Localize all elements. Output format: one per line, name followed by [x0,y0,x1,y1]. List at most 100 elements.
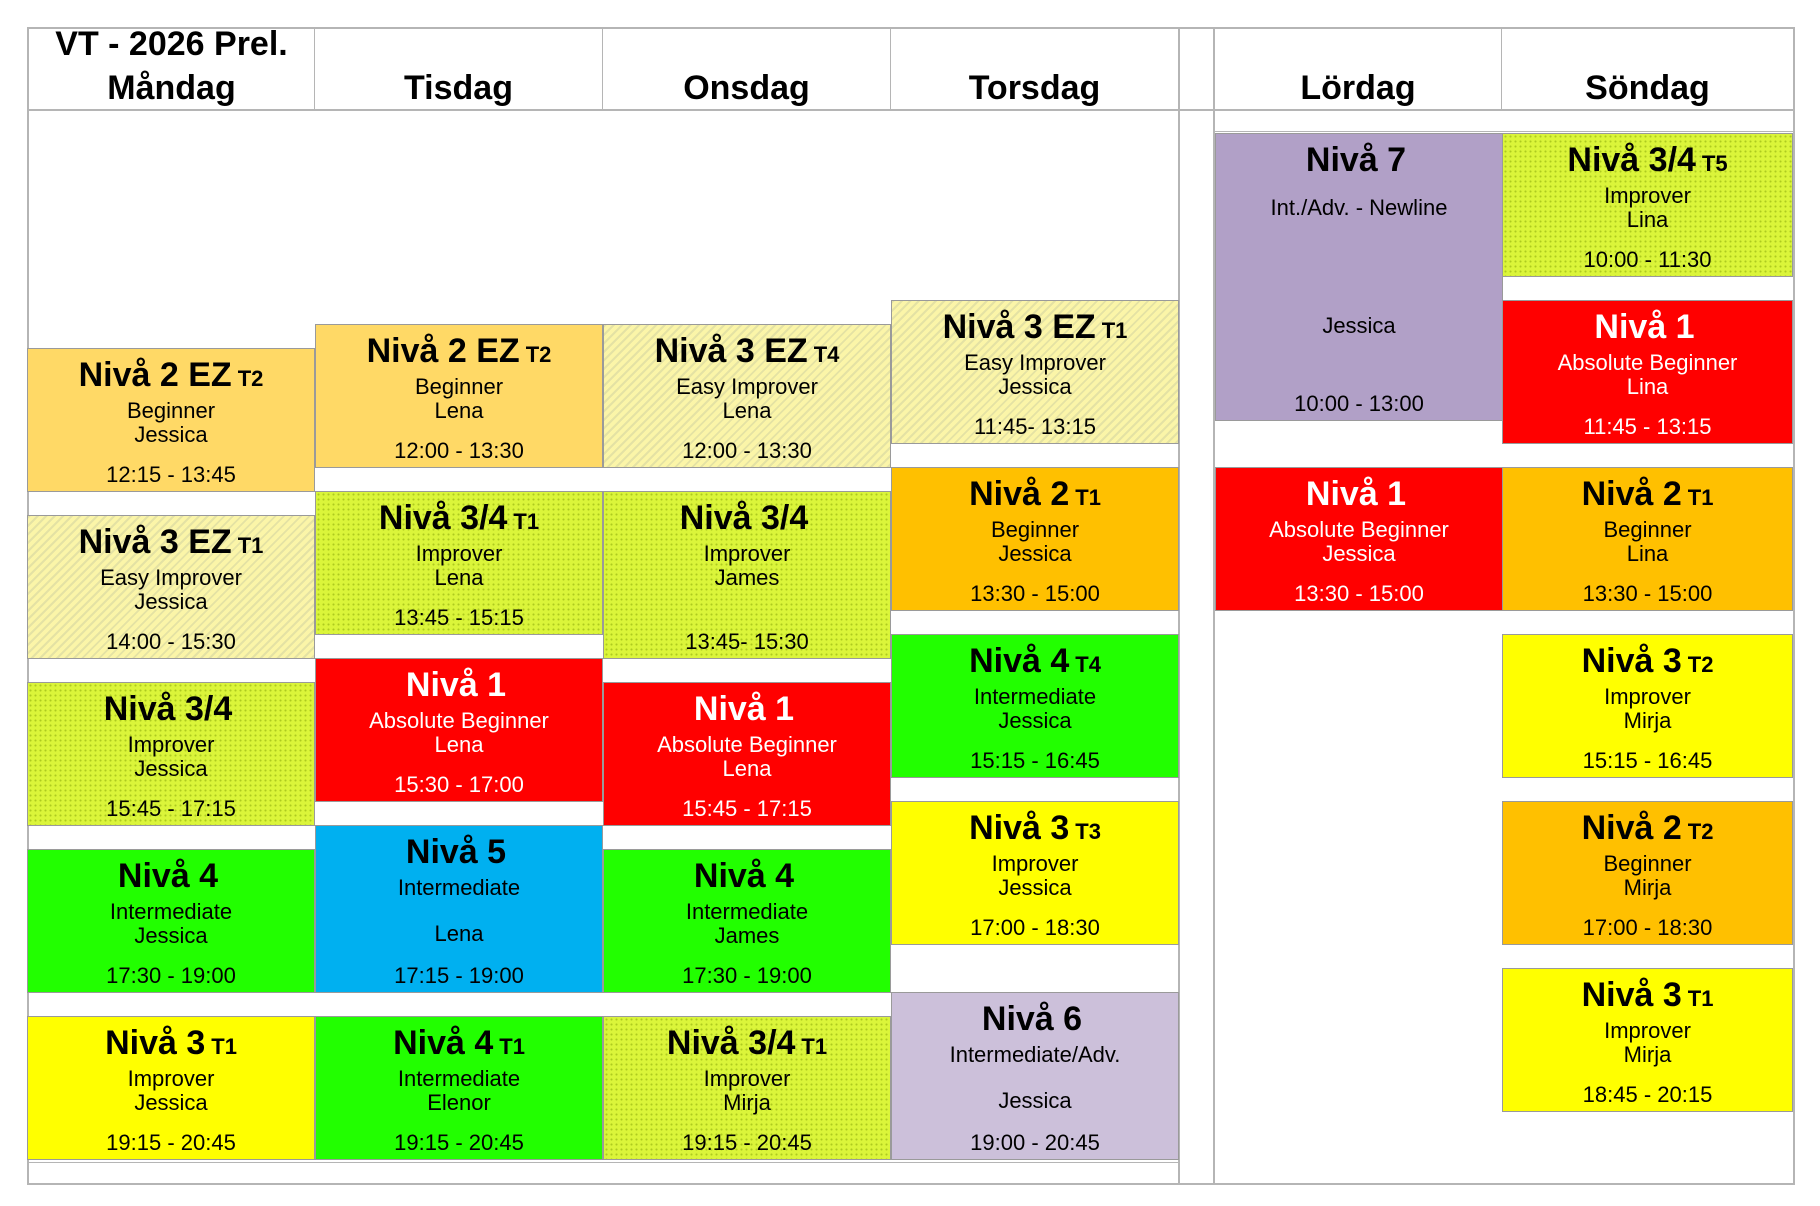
class-title: Nivå 4 [693,857,795,895]
class-block-sunday-1: Nivå 3/4 T5 Improver Lina 10:00 - 11:30 [1502,133,1793,277]
class-level: Intermediate/Adv. [949,1042,1121,1067]
class-level: Beginner [990,517,1080,542]
class-title: Nivå 3 [969,809,1070,847]
class-level: Intermediate [397,1066,521,1091]
class-time: 19:15 - 20:45 [682,1130,812,1155]
class-time: 19:15 - 20:45 [106,1130,236,1155]
class-block-thursday-1: Nivå 3 EZ T1 Easy Improver Jessica 11:45-… [891,300,1179,444]
class-title: Nivå 3 EZ [78,523,232,561]
class-level: Improver [703,541,791,566]
class-tag: T1 [1075,485,1101,510]
class-time: 15:45 - 17:15 [106,796,236,821]
class-time: 13:30 - 15:00 [1582,581,1713,606]
class-title: Nivå 2 [1581,809,1682,847]
class-level: Beginner [1603,517,1692,542]
class-time: 15:30 - 17:00 [394,772,524,797]
class-teacher: Jessica [1322,541,1396,566]
class-title: Nivå 3 [1581,976,1682,1014]
class-teacher: Lina [1626,541,1669,566]
class-teacher: Jessica [998,1088,1072,1113]
class-level: Absolute Beginner [1269,517,1449,542]
class-level: Beginner [1603,851,1692,876]
class-title: Nivå 3/4 [666,1024,796,1062]
class-time: 13:45- 15:30 [685,629,809,654]
class-teacher: Jessica [998,875,1072,900]
class-block-thursday-3: Nivå 4 T4 Intermediate Jessica 15:15 - 16… [891,634,1179,778]
class-tag: T1 [1687,485,1714,510]
class-title: Nivå 3 [105,1024,206,1062]
class-block-wednesday-4: Nivå 4 Intermediate James 17:30 - 19:00 [603,849,891,993]
class-title: Nivå 6 [981,1000,1083,1038]
class-time: 13:30 - 15:00 [1294,581,1424,606]
class-block-sunday-3: Nivå 2 T1 Beginner Lina 13:30 - 15:00 [1502,467,1793,611]
class-title: Nivå 3/4 [103,690,233,728]
class-teacher: Jessica [134,1090,208,1115]
class-teacher: Mirja [723,1090,771,1115]
class-time: 13:30 - 15:00 [970,581,1100,606]
class-teacher: Elenor [427,1090,491,1115]
class-block-wednesday-5: Nivå 3/4 T1 Improver Mirja 19:15 - 20:45 [603,1016,891,1160]
class-time: 18:45 - 20:15 [1582,1082,1713,1107]
class-block-sunday-5: Nivå 2 T2 Beginner Mirja 17:00 - 18:30 [1502,801,1793,945]
day-header-thursday: Torsdag [968,69,1101,107]
class-time: 17:30 - 19:00 [106,963,236,988]
class-block-monday-3: Nivå 3/4 Improver Jessica 15:45 - 17:15 [27,682,315,826]
class-title: Nivå 3 EZ [942,308,1096,346]
class-tag: T5 [1701,151,1728,176]
class-time: 17:30 - 19:00 [682,963,812,988]
class-block-sunday-2: Nivå 1 Absolute Beginner Lina 11:45 - 13… [1502,300,1793,444]
class-title: Nivå 4 [969,642,1070,680]
class-level: Improver [415,541,503,566]
class-title: Nivå 2 [969,475,1070,513]
class-level: Improver [703,1066,791,1091]
class-tag: T4 [1075,652,1101,677]
class-teacher: Lena [434,921,484,946]
class-time: 10:00 - 11:30 [1583,247,1712,272]
class-block-monday-1: Nivå 2 EZ T2 Beginner Jessica 12:15 - 13:… [27,348,315,492]
class-level: Easy Improver [676,374,818,399]
class-tag: T4 [813,342,840,367]
class-time: 15:15 - 16:45 [970,748,1100,773]
class-teacher: Lena [722,398,772,423]
class-level: Improver [1604,183,1691,208]
day-header-monday: Måndag [107,69,236,107]
class-time: 11:45 - 13:15 [1583,414,1712,439]
class-teacher: Lena [434,565,484,590]
class-title: Nivå 3/4 [378,499,508,537]
class-level: Intermediate [109,899,233,924]
class-tag: T1 [1101,318,1128,343]
class-teacher: Lena [434,732,484,757]
class-block-tuesday-4: Nivå 5 Intermediate Lena 17:15 - 19:00 [315,825,603,993]
class-time: 19:00 - 20:45 [970,1130,1100,1155]
day-header-tuesday: Tisdag [404,69,513,107]
class-title: Nivå 3/4 [1567,141,1696,179]
class-title: Nivå 7 [1305,141,1407,179]
class-teacher: Lena [434,398,484,423]
class-block-thursday-5: Nivå 6 Intermediate/Adv. Jessica 19:00 -… [891,992,1179,1160]
class-time: 15:15 - 16:45 [1582,748,1713,773]
class-block-thursday-2: Nivå 2 T1 Beginner Jessica 13:30 - 15:00 [891,467,1179,611]
class-tag: T1 [211,1034,237,1059]
class-time: 14:00 - 15:30 [106,629,236,654]
class-tag: T1 [801,1034,828,1059]
class-title: Nivå 3 EZ [654,332,808,370]
class-teacher: Jessica [134,589,208,614]
class-teacher: Jessica [134,756,208,781]
class-block-thursday-4: Nivå 3 T3 Improver Jessica 17:00 - 18:30 [891,801,1179,945]
class-block-wednesday-2: Nivå 3/4 Improver James 13:45- 15:30 [603,491,891,659]
class-tag: T2 [237,366,264,391]
class-block-sunday-6: Nivå 3 T1 Improver Mirja 18:45 - 20:15 [1502,968,1793,1112]
class-teacher: Lena [722,756,772,781]
class-time: 17:15 - 19:00 [394,963,524,988]
class-title: Nivå 3/4 [679,499,809,537]
class-teacher: Jessica [134,422,208,447]
class-level: Intermediate [685,899,809,924]
class-level: Improver [991,851,1079,876]
class-time: 10:00 - 13:00 [1294,391,1424,416]
class-tag: T1 [237,533,264,558]
class-block-tuesday-5: Nivå 4 T1 Intermediate Elenor 19:15 - 20:… [315,1016,603,1160]
class-teacher: Lina [1626,207,1669,232]
class-teacher: James [714,923,780,948]
class-level: Improver [1604,1018,1691,1043]
